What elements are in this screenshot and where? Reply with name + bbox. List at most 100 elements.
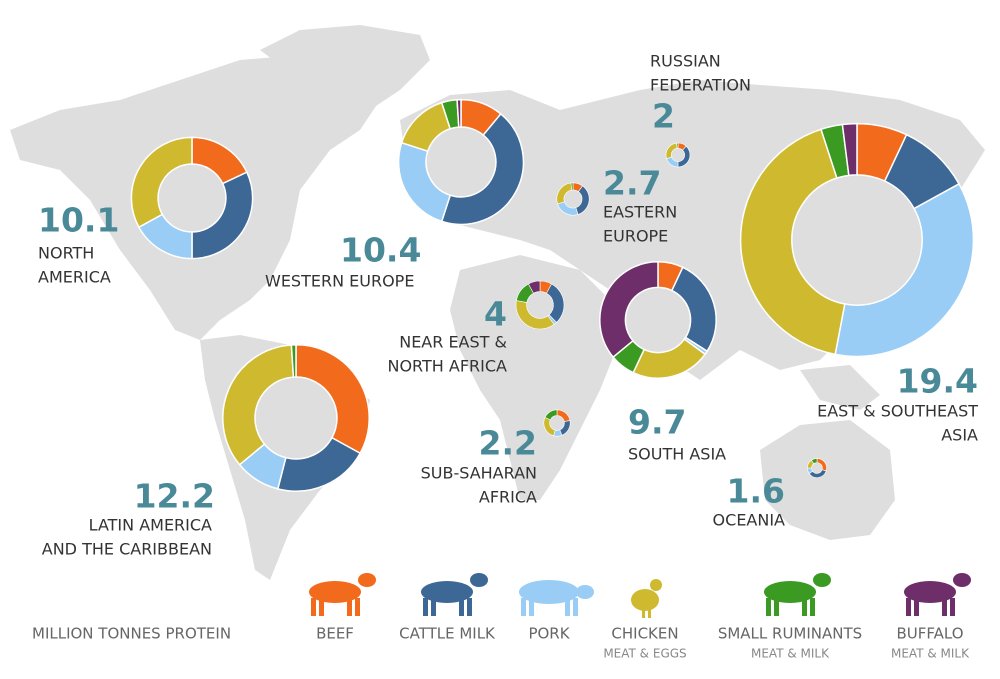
region-name: LATIN AMERICA <box>89 516 212 535</box>
donut-hole <box>625 287 691 353</box>
icon-leg <box>355 598 360 616</box>
region-name: RUSSIAN <box>650 52 721 71</box>
region-total: 9.7 <box>628 403 686 442</box>
region-total: 4 <box>484 295 507 334</box>
icon-head <box>953 573 971 587</box>
icon-leg <box>766 598 771 616</box>
donut-segment <box>841 122 858 177</box>
legend-label: SMALL RUMINANTS <box>718 625 862 643</box>
region-name: ASIA <box>941 426 978 445</box>
icon-leg <box>459 598 464 616</box>
legend-icon <box>309 573 376 616</box>
legend-label: BUFFALO <box>896 625 963 643</box>
icon-head <box>470 573 488 587</box>
region-name: EASTERN <box>603 203 677 222</box>
icon-head <box>650 579 662 591</box>
region-total: 2.2 <box>479 424 537 463</box>
land <box>800 365 880 410</box>
legend-icon <box>764 573 831 616</box>
icon-body <box>631 589 659 611</box>
region-name: FEDERATION <box>650 76 751 95</box>
legend-icon <box>421 573 488 616</box>
region-name: EAST & SOUTHEAST <box>817 402 978 421</box>
legend-icon <box>904 573 971 616</box>
legend-label: CHICKEN <box>611 625 678 643</box>
donut-segment <box>222 344 295 466</box>
icon-body <box>309 581 361 603</box>
donut-segment <box>544 409 558 421</box>
legend-label: BEEF <box>316 625 354 643</box>
donut <box>807 458 827 478</box>
region-name: SUB-SAHARAN <box>421 464 537 483</box>
legend-sublabel: MEAT & MILK <box>751 647 830 661</box>
region-total: 2.7 <box>603 164 661 203</box>
donut <box>543 409 571 437</box>
donut-segment <box>739 128 846 356</box>
donut-segment <box>676 142 679 149</box>
icon-head <box>576 585 594 599</box>
icon-leg <box>467 598 472 616</box>
donut-hole <box>671 148 685 162</box>
land <box>450 255 620 500</box>
icon-head <box>358 573 376 587</box>
icon-leg <box>573 598 578 616</box>
region-name: AFRICA <box>479 488 537 507</box>
donut-hole <box>549 415 565 431</box>
legend-icon <box>631 579 662 618</box>
legend-sublabel: MEAT & EGGS <box>603 647 686 661</box>
icon-leg <box>802 598 807 616</box>
icon-leg <box>431 598 436 616</box>
icon-leg <box>319 598 324 616</box>
donut <box>665 142 691 168</box>
donut-segment <box>570 182 574 191</box>
donut <box>515 280 565 330</box>
region-total: 1.6 <box>727 472 785 511</box>
donut-hole <box>563 189 583 209</box>
icon-leg <box>423 598 428 616</box>
region-name: EUROPE <box>603 227 668 246</box>
icon-leg <box>521 598 526 616</box>
region-name: NORTH AFRICA <box>387 357 507 376</box>
legend-label: CATTLE MILK <box>399 625 496 643</box>
icon-leg <box>906 598 911 616</box>
region-total: 2 <box>652 97 675 136</box>
donut-segment <box>810 458 818 465</box>
icon-body <box>421 581 473 603</box>
legend-sublabel: MEAT & MILK <box>891 647 970 661</box>
donut <box>556 182 590 216</box>
icon-body <box>904 581 956 603</box>
icon-leg <box>642 608 645 618</box>
icon-head <box>813 573 831 587</box>
donut-hole <box>526 291 554 319</box>
legend-icon <box>519 580 594 616</box>
icon-leg <box>311 598 316 616</box>
region-name: NEAR EAST & <box>399 333 507 352</box>
donut <box>599 261 717 379</box>
icon-body <box>764 581 816 603</box>
donut-hole <box>791 174 923 306</box>
region-name: SOUTH ASIA <box>628 445 726 464</box>
donut <box>222 344 370 492</box>
region-total: 12.2 <box>134 477 215 516</box>
donut <box>130 136 254 260</box>
icon-leg <box>810 598 815 616</box>
icon-leg <box>565 598 570 616</box>
donut-segment <box>440 112 525 226</box>
donut-segment <box>599 261 659 359</box>
icon-leg <box>347 598 352 616</box>
icon-leg <box>529 598 534 616</box>
donut-segment <box>295 344 370 455</box>
region-total: 19.4 <box>897 362 978 401</box>
donut-segment <box>528 280 541 294</box>
region-name: AMERICA <box>38 268 111 287</box>
donut-segment <box>456 98 462 128</box>
legend-label: PORK <box>528 625 570 643</box>
region-total: 10.4 <box>340 231 421 270</box>
donut-segment <box>130 136 193 229</box>
icon-leg <box>914 598 919 616</box>
land <box>760 420 895 540</box>
icon-leg <box>950 598 955 616</box>
icon-leg <box>648 608 651 618</box>
unit-label: MILLION TONNES PROTEIN <box>32 625 231 643</box>
